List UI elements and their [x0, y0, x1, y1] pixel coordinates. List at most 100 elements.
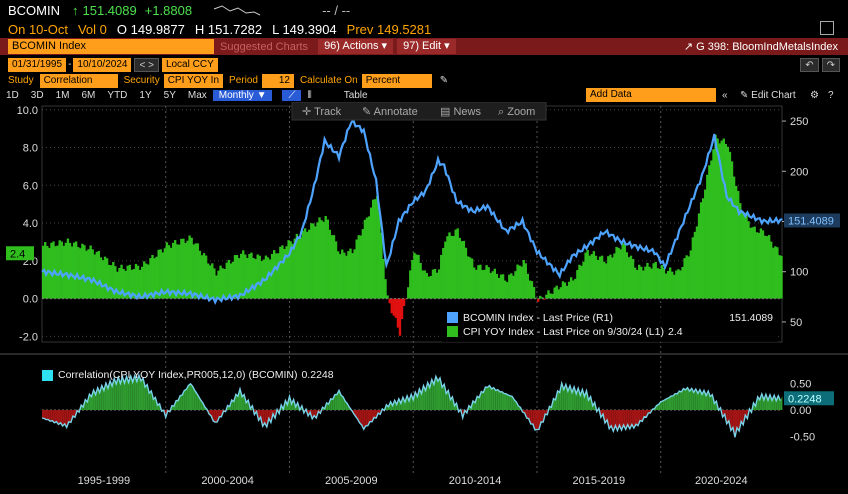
cpi-bar [147, 264, 150, 299]
cpi-bar [351, 253, 354, 299]
cpi-bar [79, 248, 82, 299]
corr-fill [361, 410, 364, 430]
security-select[interactable]: CPI YOY In [163, 73, 224, 88]
actions-menu[interactable]: 96) Actions ▾ [318, 39, 394, 54]
corr-fill [124, 376, 127, 410]
legend-value: 151.4089 [729, 312, 773, 324]
undo-icon[interactable]: ↶ [800, 57, 819, 72]
period-tab[interactable]: Max [187, 89, 207, 101]
cpi-bar [456, 228, 459, 299]
cpi-bar [394, 298, 398, 318]
corr-fill [184, 389, 187, 410]
period-tab[interactable]: 1M [55, 89, 70, 101]
cpi-bar [446, 236, 449, 299]
cpi-bar [126, 265, 129, 299]
security-input[interactable]: BCOMIN Index [8, 39, 214, 54]
suggested-charts-button[interactable]: Suggested Charts [220, 40, 309, 53]
cpi-bar [421, 270, 424, 299]
news-tool[interactable]: ▤ News [440, 106, 481, 118]
cpi-bar [136, 265, 140, 299]
cpi-bar [320, 220, 323, 299]
corr-fill [402, 397, 405, 410]
cpi-bar [371, 199, 375, 299]
cpi-bar [407, 287, 410, 299]
cpi-bar [609, 254, 612, 299]
edit-menu[interactable]: 97) Edit ▾ [397, 39, 456, 54]
table-button[interactable]: Table [343, 89, 368, 101]
left-tick-label: 2.0 [23, 256, 38, 268]
period-tab[interactable]: 3D [30, 89, 44, 101]
period-tab[interactable]: YTD [107, 89, 128, 101]
track-tool[interactable]: ✛ Track [302, 106, 342, 118]
cpi-bar [551, 293, 554, 299]
cpi-bar [328, 229, 332, 299]
start-date-input[interactable]: 01/31/1995 [8, 57, 67, 72]
quote-bar: BCOMIN ↑ 151.4089 +1.8808 -- / -- [0, 0, 848, 20]
annotate-tool[interactable]: ✎ Annotate [362, 106, 418, 118]
study-select[interactable]: Correlation [39, 73, 118, 88]
popout-icon[interactable] [820, 21, 834, 35]
period-tab[interactable]: 1Y [139, 89, 152, 101]
corr-fill [231, 399, 234, 410]
corr-fill [710, 394, 713, 410]
corr-fill [54, 410, 57, 423]
cpi-bar [530, 281, 534, 299]
collapse-icon[interactable]: « [722, 89, 728, 101]
line-chart-icon[interactable]: ⟋ [282, 89, 302, 101]
x-period-label: 2020-2024 [695, 475, 748, 487]
calc-select[interactable]: Percent [361, 73, 432, 88]
cpi-bar [182, 238, 185, 299]
cpi-bar [256, 254, 259, 299]
currency-select[interactable]: Local CCY [161, 57, 218, 72]
prev-next-arrows[interactable]: < > [134, 57, 159, 72]
cpi-bar [565, 285, 569, 299]
cpi-bar [97, 251, 101, 299]
frequency-select[interactable]: Monthly ▼ [212, 89, 273, 101]
up-arrow-icon: ↑ [72, 2, 79, 18]
period-tab[interactable]: 5Y [163, 89, 176, 101]
corr-fill [501, 391, 504, 410]
cpi-bar [778, 255, 781, 299]
corr-fill [765, 394, 768, 410]
cpi-bar [310, 223, 313, 299]
period-input[interactable]: 12 [261, 73, 294, 88]
add-data-input[interactable]: Add Data [586, 88, 716, 102]
corr-fill [341, 395, 344, 410]
cpi-bar [631, 259, 635, 299]
cpi-bar [473, 267, 476, 299]
bar-chart-icon[interactable]: ⫴ [307, 89, 312, 101]
cpi-bar [427, 276, 431, 299]
corr-fill [213, 410, 216, 423]
corr-fill [691, 388, 694, 410]
pencil-icon[interactable]: ✎ [439, 75, 449, 86]
cpi-bar [326, 219, 329, 299]
corr-fill [427, 382, 430, 410]
cpi-bar [501, 274, 505, 299]
corr-fill [495, 389, 498, 410]
cpi-bar [600, 255, 604, 299]
edit-chart-button[interactable]: ✎ Edit Chart [740, 89, 796, 101]
period-tab[interactable]: 6M [81, 89, 96, 101]
corr-fill [178, 395, 181, 410]
redo-icon[interactable]: ↷ [821, 57, 840, 72]
zoom-tool[interactable]: ⌕ Zoom [498, 106, 535, 118]
cpi-bar [128, 264, 131, 299]
volume: Vol 0 [77, 21, 107, 37]
settings-icon[interactable]: ⚙ [810, 89, 819, 101]
cpi-bar [246, 257, 249, 299]
cpi-bar [213, 268, 216, 299]
cpi-bar [367, 216, 371, 299]
cpi-bar [200, 255, 204, 299]
cpi-bar [215, 275, 218, 299]
price-change: +1.8808 [144, 2, 193, 18]
cpi-bar [545, 294, 548, 299]
end-date-input[interactable]: 10/10/2024 [73, 57, 132, 72]
cpi-bar [671, 271, 674, 299]
help-icon[interactable]: ? [828, 89, 834, 101]
open-price: O 149.9877 [116, 21, 185, 37]
sparkline-icon [213, 5, 261, 16]
period-tab[interactable]: 1D [6, 89, 19, 101]
cpi-bar [594, 255, 598, 299]
cpi-bar [264, 255, 268, 299]
cpi-bar [547, 290, 550, 299]
